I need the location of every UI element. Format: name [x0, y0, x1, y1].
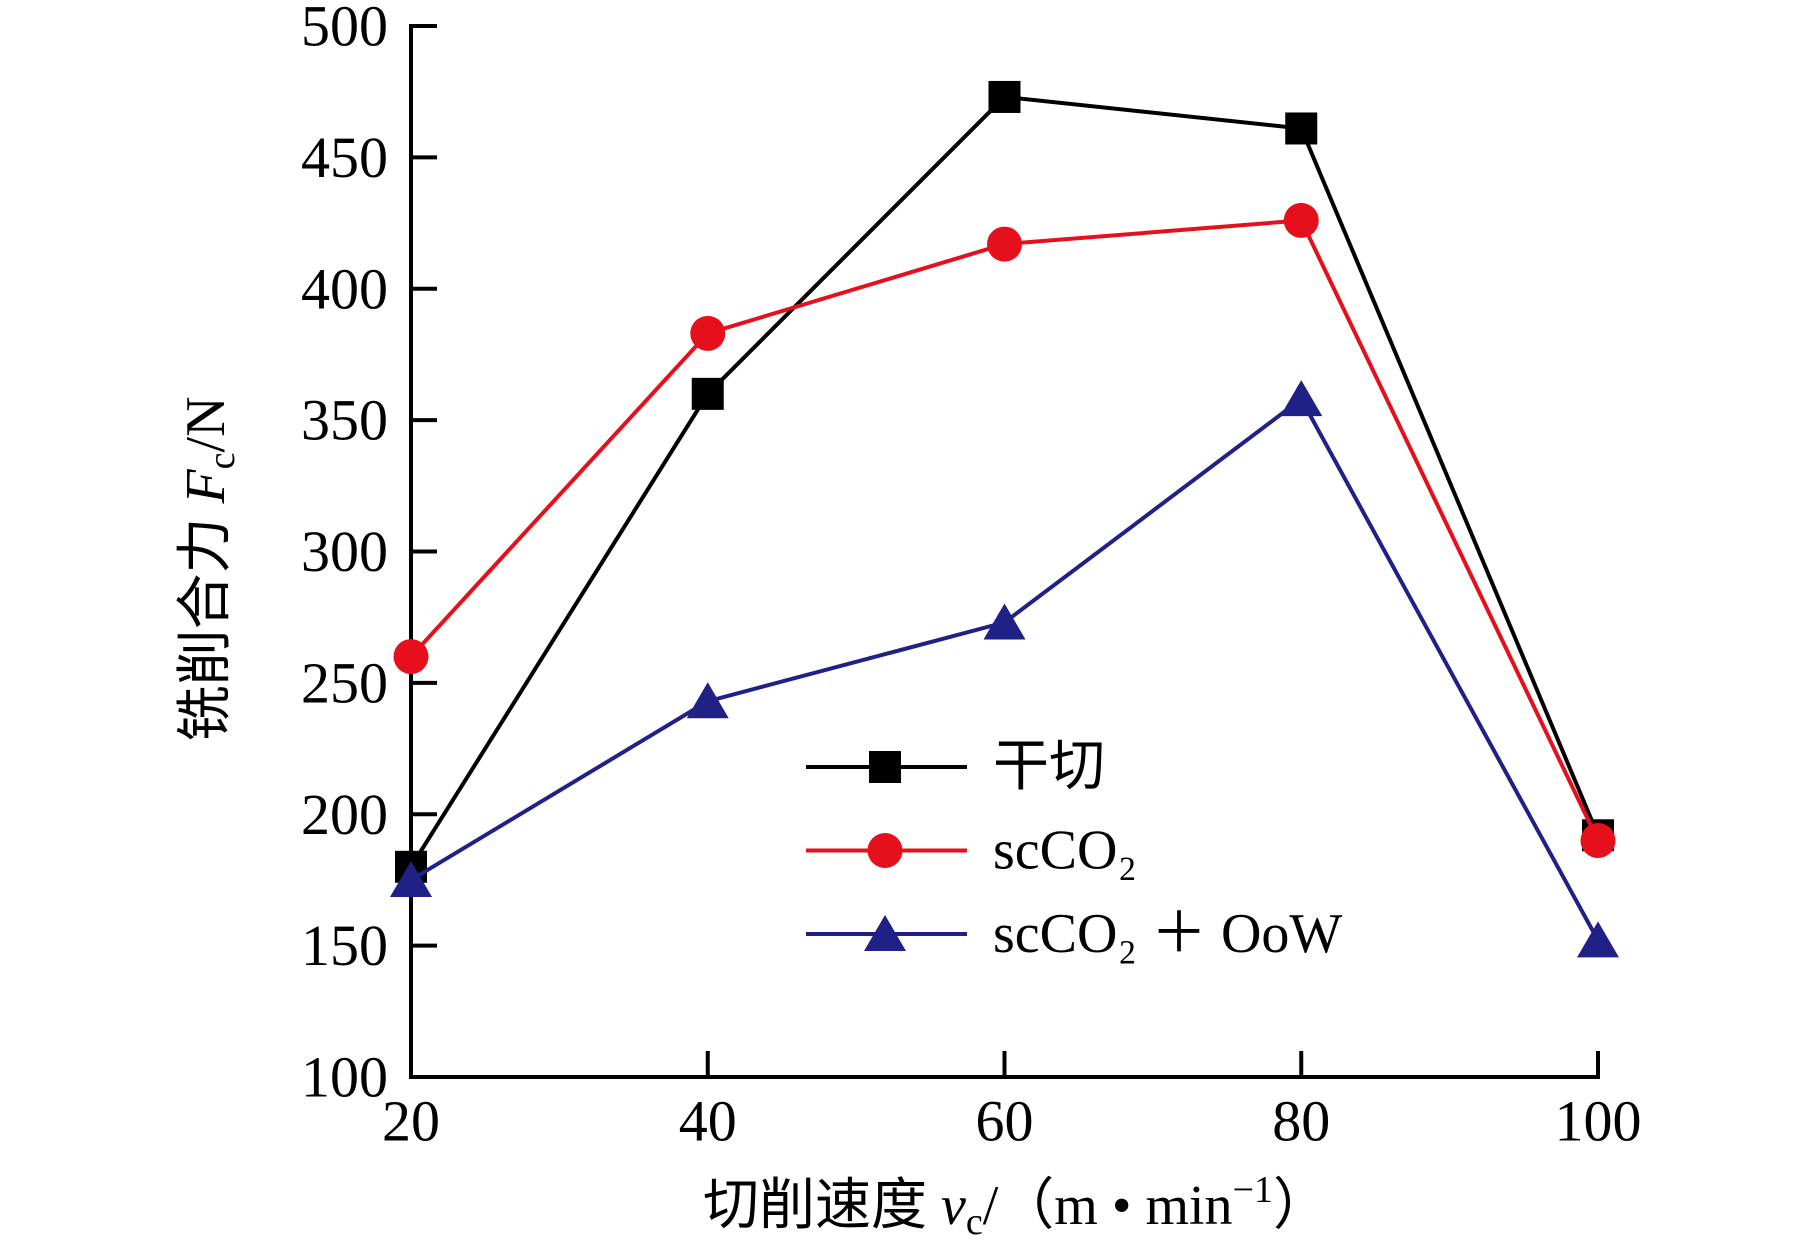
- x-axis-label-unit-end: ）: [1273, 1175, 1329, 1237]
- x-axis-label-text: 切削速度: [703, 1175, 941, 1237]
- axes: 100 150 200 250 300 350 400 450 500 20 40 60 80 100: [301, 0, 1642, 1154]
- x-tick-label: 100: [1555, 1089, 1642, 1154]
- data-point: [1283, 202, 1319, 238]
- data-point: [983, 603, 1026, 640]
- x-axis-label-subscript: c: [966, 1201, 983, 1242]
- series-2: [393, 202, 1616, 859]
- y-tick-label: 350: [301, 388, 388, 453]
- data-point: [690, 315, 726, 351]
- legend-label: scCO₂: [993, 820, 1137, 882]
- data-point: [988, 80, 1021, 113]
- legend-marker: [869, 751, 901, 783]
- x-axis-label-superscript: −1: [1233, 1169, 1273, 1211]
- y-axis-label-unit: /N: [175, 396, 237, 452]
- y-tick-label: 250: [301, 650, 388, 715]
- y-axis-label-variable: F: [175, 469, 237, 505]
- series-3: [390, 380, 1619, 958]
- data-point: [1285, 112, 1318, 145]
- series-layer: [390, 80, 1619, 958]
- x-axis-label: 切削速度 vc/（m • min−1）: [703, 1169, 1329, 1242]
- y-tick-label: 450: [301, 125, 388, 190]
- data-point: [686, 682, 729, 719]
- y-tick-label: 150: [301, 913, 388, 978]
- data-point: [1580, 823, 1616, 859]
- data-point: [1280, 380, 1323, 417]
- legend: 干切 scCO₂ scCO₂ ＋ OoW: [806, 736, 1342, 965]
- y-axis-label: 铣削合力 Fc/N: [175, 396, 243, 741]
- x-tick-label: 60: [976, 1089, 1034, 1154]
- y-tick-label: 200: [301, 782, 388, 847]
- legend-marker: [864, 915, 906, 951]
- x-tick-label: 20: [382, 1089, 440, 1154]
- y-tick-label: 400: [301, 256, 388, 321]
- legend-item: 干切: [806, 736, 1105, 798]
- y-axis-label-text: 铣削合力: [175, 504, 237, 742]
- x-axis-label-unit: /（m • min: [983, 1175, 1233, 1237]
- legend-marker: [867, 833, 903, 868]
- y-tick-label: 100: [301, 1045, 388, 1110]
- legend-label: scCO₂ ＋ OoW: [993, 903, 1342, 965]
- data-point: [390, 860, 432, 897]
- x-tick-label: 80: [1272, 1089, 1330, 1154]
- data-point: [987, 226, 1022, 262]
- x-tick-label: 40: [679, 1089, 737, 1154]
- y-tick-label: 500: [301, 0, 388, 59]
- y-axis-label-subscript: c: [201, 452, 243, 469]
- legend-item: scCO₂ ＋ OoW: [806, 903, 1342, 965]
- legend-label: 干切: [993, 736, 1105, 798]
- legend-item: scCO₂: [806, 820, 1137, 882]
- data-point: [691, 377, 724, 410]
- data-point: [393, 639, 429, 675]
- data-point: [1577, 921, 1619, 958]
- x-axis-label-variable: v: [941, 1175, 966, 1237]
- y-tick-label: 300: [301, 519, 388, 584]
